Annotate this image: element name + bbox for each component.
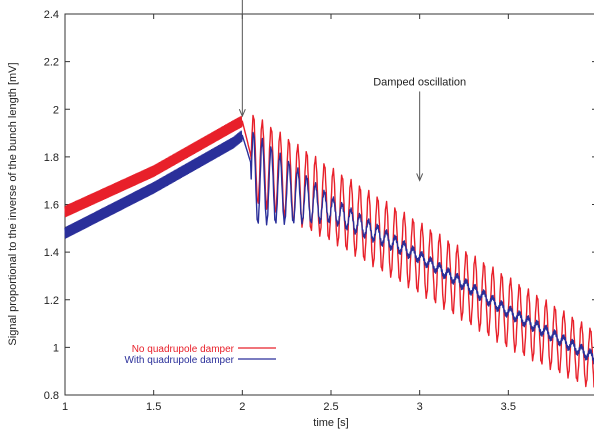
x-axis-label: time [s] bbox=[313, 417, 348, 429]
y-tick-label: 1.4 bbox=[44, 247, 59, 259]
y-tick-label: 1.6 bbox=[44, 200, 59, 212]
x-tick-label: 1.5 bbox=[146, 401, 161, 413]
annotation: Damped oscillation bbox=[373, 76, 466, 182]
x-tick-label: 3 bbox=[417, 401, 423, 413]
legend-label: With quadrupole damper bbox=[124, 355, 234, 366]
x-tick-label: 1 bbox=[62, 401, 68, 413]
y-tick-label: 1 bbox=[53, 342, 59, 354]
series-layer bbox=[64, 114, 594, 388]
annotation-arrowhead bbox=[416, 173, 424, 182]
y-tick-label: 1.2 bbox=[44, 295, 59, 307]
x-tick-label: 2.5 bbox=[323, 401, 338, 413]
plot-frame bbox=[64, 13, 594, 396]
annotation-label: Damped oscillation bbox=[373, 76, 466, 88]
annotations: Transition Damped oscillation bbox=[238, 0, 466, 182]
y-tick-label: 2.2 bbox=[44, 57, 59, 69]
axis-ticks: 1 1.5 2 2.5 3 3.50.811.21.41.61.822.22.4 bbox=[44, 9, 594, 413]
annotation-arrowhead bbox=[238, 108, 246, 118]
y-tick-label: 2.4 bbox=[44, 9, 59, 21]
x-tick-label: 2 bbox=[239, 401, 245, 413]
series-2 bbox=[64, 130, 594, 365]
x-tick-label: 3.5 bbox=[501, 401, 516, 413]
y-tick-label: 0.8 bbox=[44, 390, 59, 402]
series-line bbox=[64, 130, 594, 365]
y-tick-label: 1.8 bbox=[44, 152, 59, 164]
y-tick-label: 2 bbox=[53, 104, 59, 116]
y-axis-label: Signal proportional to the inverse of th… bbox=[7, 62, 19, 345]
annotation: Transition bbox=[238, 0, 246, 118]
legend-label: No quadrupole damper bbox=[132, 344, 235, 355]
